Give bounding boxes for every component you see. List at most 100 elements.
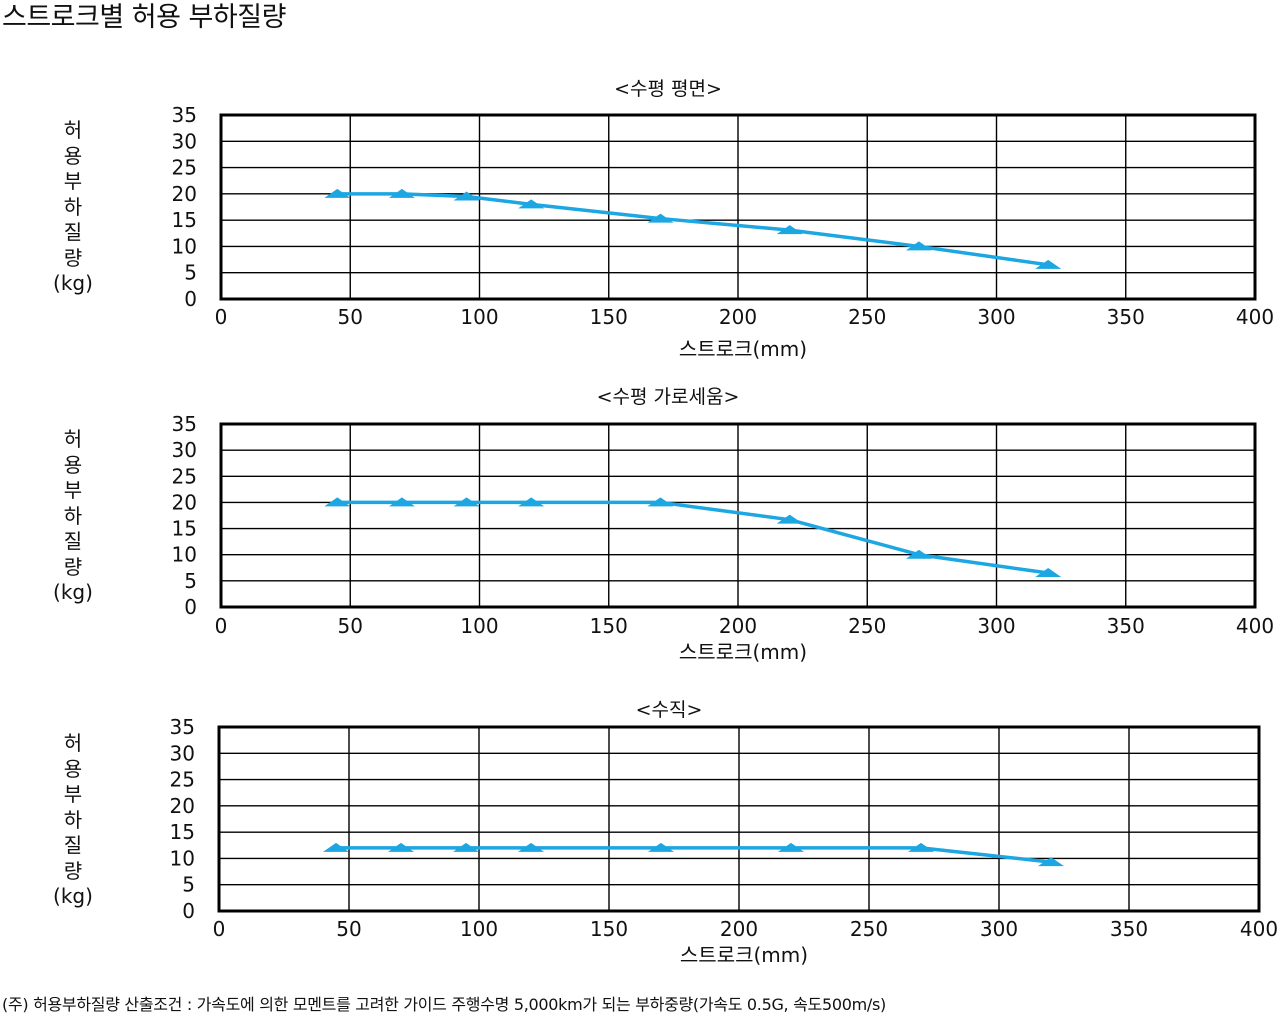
chart-3-xtick-label-400: 400 [1240,917,1278,941]
chart-2-ytick-label-30: 30 [172,438,197,462]
chart-1-y-axis-label-part: 하 [63,194,83,219]
chart-1-y-axis-label-part: 허 [63,118,83,142]
chart-2-y-axis-label-part: (kg) [53,580,93,604]
chart-2-y-axis-label-part: 부 [63,478,83,502]
chart-1-xtick-label-150: 150 [590,305,628,329]
chart-3-point-6 [778,842,804,852]
chart-2-xtick-label-150: 150 [590,614,628,638]
chart-2-xtick-label-200: 200 [719,614,757,638]
chart-3-y-axis-label-part: (kg) [53,884,93,908]
chart-3-y-axis-label-part: 부 [63,782,83,806]
chart-3-series-line [336,846,1052,864]
chart-1-xtick-label-400: 400 [1236,305,1274,329]
chart-2-y-axis-label-part: 용 [63,452,83,477]
chart-3-point-2 [388,842,414,852]
chart-3-point-7 [908,842,934,852]
chart-3-xtick-label-300: 300 [980,917,1018,941]
chart-3-point-5 [648,842,674,852]
chart-1-point-6 [776,225,803,235]
chart-2-frame [219,422,1257,609]
chart-1-point-3 [453,191,480,201]
chart-3-y-axis-label-part: 질 [63,833,83,857]
chart-3-title: <수직> [636,699,703,721]
chart-2-series-line [337,500,1049,575]
chart-3-y-axis-label-part: 허 [63,731,83,755]
chart-2-ytick-label-35: 35 [172,412,197,436]
chart-1-xtick-label-100: 100 [460,305,498,329]
chart-1-y-axis-label-part: 량 [63,245,83,270]
chart-2-point-1 [324,497,351,507]
chart-3-xtick-label-100: 100 [460,917,498,941]
chart-3-xtick-label-350: 350 [1110,917,1148,941]
chart-1-point-5 [647,213,674,223]
chart-3-xtick-label-50: 50 [336,917,361,941]
chart-2-point-3 [453,497,480,507]
chart-3-y-axis-label-part: 용 [63,756,83,781]
chart-1-y-axis-label-part: (kg) [53,271,93,295]
chart-2-ytick-label-0: 0 [184,595,197,619]
chart-2-x-axis-label: 스트로크(mm) [679,640,807,664]
chart-1-xtick-label-250: 250 [848,305,886,329]
chart-2-title: <수평 가로세움> [597,386,740,408]
chart-3-ytick-label-20: 20 [170,794,195,818]
chart-1-point-2 [388,188,415,198]
chart-2-y-axis-label-part: 하 [63,503,83,528]
y-axis-label-3: 허 용 부 하 질 량 (kg) [53,731,93,910]
chart-1-xtick-label-200: 200 [719,305,757,329]
chart-3-x-axis-label: 스트로크(mm) [680,943,808,967]
chart-2-xtick-label-250: 250 [848,614,886,638]
chart-2-point-5 [647,497,674,507]
chart-2-y-axis-label-part: 질 [63,529,83,553]
chart-1-y-axis-label-part: 용 [63,143,83,168]
chart-2-ytick-label-10: 10 [172,543,197,567]
page-title: 스트로크별 허용 부하질량 [2,2,286,33]
chart-1-y-axis-label-part: 질 [63,220,83,244]
chart-1-xtick-label-50: 50 [338,305,363,329]
chart-2-y-axis-label-part: 허 [63,427,83,451]
y-axis-label-1: 허 용 부 하 질 량 (kg) [53,118,93,297]
chart-1-ytick-label-10: 10 [172,234,197,258]
chart-2-point-8 [1035,568,1062,578]
chart-1-ytick-label-35: 35 [172,103,197,127]
chart-3-ytick-label-30: 30 [170,741,195,765]
chart-2-ytick-label-25: 25 [172,464,197,488]
chart-2-xtick-label-400: 400 [1236,614,1274,638]
chart-2-xtick-label-100: 100 [460,614,498,638]
chart-3-ytick-label-0: 0 [182,899,195,923]
chart-2-point-7 [905,549,932,559]
chart-3-ytick-label-25: 25 [170,768,195,792]
chart-1-ytick-label-30: 30 [172,129,197,153]
chart-3-frame [217,725,1261,913]
chart-1-ytick-label-15: 15 [172,208,197,232]
chart-3-ytick-label-5: 5 [182,873,195,897]
chart-1-series-line [337,192,1049,267]
chart-3-point-3 [453,842,479,852]
chart-2-xtick-label-350: 350 [1107,614,1145,638]
chart-3-xtick-label-200: 200 [720,917,758,941]
chart-1-x-axis-label: 스트로크(mm) [679,337,807,361]
chart-3-point-1 [323,842,349,852]
chart-1-y-axis-label-part: 부 [63,169,83,193]
chart-2-xtick-label-50: 50 [338,614,363,638]
chart-3-y-axis-label-part: 하 [63,807,83,832]
chart-2-point-6 [776,514,803,524]
chart-2-ytick-label-5: 5 [184,569,197,593]
chart-1-ytick-label-20: 20 [172,182,197,206]
chart-2-ytick-label-20: 20 [172,490,197,514]
chart-3-ytick-label-10: 10 [170,846,195,870]
chart-1-xtick-label-300: 300 [977,305,1015,329]
chart-2-y-axis-label-part: 량 [63,554,83,579]
chart-1-xtick-label-350: 350 [1107,305,1145,329]
y-axis-label-2: 허 용 부 하 질 량 (kg) [53,427,93,606]
chart-3-ytick-label-35: 35 [170,715,195,739]
chart-3-point-4 [518,842,544,852]
chart-3-ytick-label-15: 15 [170,820,195,844]
chart-1-ytick-label-0: 0 [184,287,197,311]
footnote: (주) 허용부하질량 산출조건 : 가속도에 의한 모멘트를 고려한 가이드 주… [2,995,886,1014]
chart-1-point-1 [324,188,351,198]
chart-3-xtick-label-0: 0 [213,917,226,941]
chart-1-point-8 [1035,259,1062,269]
chart-1-point-4 [518,199,545,209]
chart-2-point-4 [518,497,545,507]
chart-1-title: <수평 평면> [614,78,722,100]
